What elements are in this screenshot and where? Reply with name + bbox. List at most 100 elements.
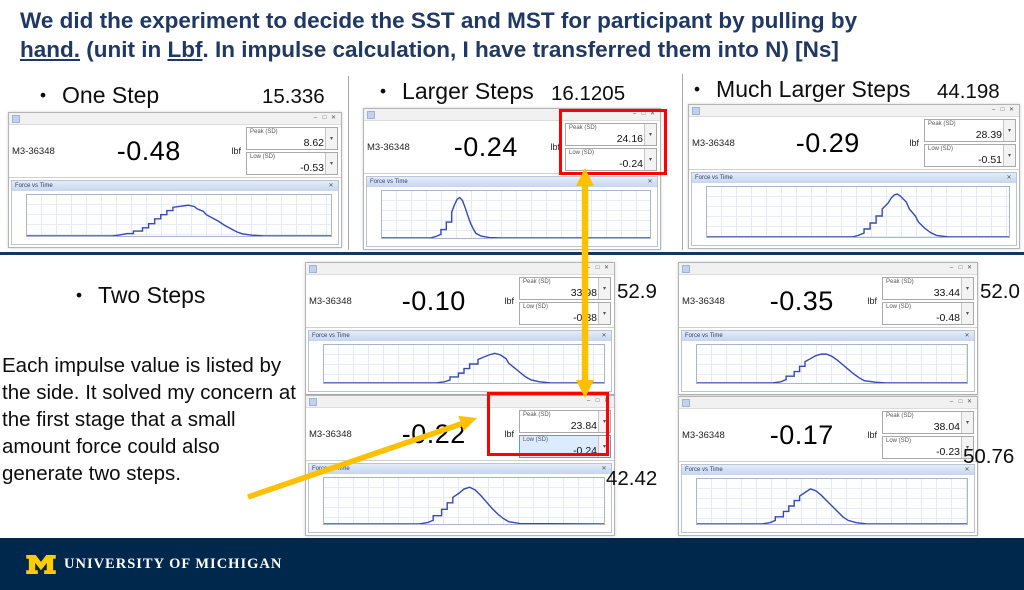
- window-titlebar: – □ ✕: [679, 397, 977, 409]
- window-maximize-icon[interactable]: □: [595, 265, 600, 271]
- peak-stat-value: 23.84: [570, 420, 597, 432]
- dropdown-caret-icon[interactable]: ▾: [961, 278, 973, 299]
- app-icon: [367, 110, 375, 119]
- app-icon: [309, 397, 317, 406]
- stats-column: Peak (SD) 8.62 ▾ Low (SD) -0.53 ▾: [246, 127, 338, 175]
- impulse-value-much-larger-steps: 44.198: [937, 80, 1000, 103]
- dropdown-caret-icon[interactable]: ▾: [1003, 145, 1015, 166]
- peak-stat-value: 24.16: [616, 133, 643, 145]
- peak-stat-label: Peak (SD): [523, 412, 551, 418]
- force-reading-value: -0.35: [769, 285, 834, 316]
- low-stat-box[interactable]: Low (SD) -0.24 ▾: [565, 148, 657, 171]
- window-maximize-icon[interactable]: □: [958, 265, 963, 271]
- window-maximize-icon[interactable]: □: [1000, 107, 1005, 113]
- low-stat-box[interactable]: Low (SD) -0.53 ▾: [246, 152, 338, 175]
- stats-column: Peak (SD) 24.16 ▾ Low (SD) -0.24 ▾: [565, 123, 657, 171]
- chart-titlebar: Force vs Time ✕: [682, 465, 974, 475]
- window-minimize-icon[interactable]: –: [586, 398, 591, 404]
- window-minimize-icon[interactable]: –: [949, 265, 954, 271]
- dropdown-caret-icon[interactable]: ▾: [325, 128, 337, 149]
- low-stat-box[interactable]: Low (SD) -0.38 ▾: [519, 302, 611, 325]
- chart-titlebar: Force vs Time ✕: [682, 331, 974, 341]
- um-block-m-logo: [26, 554, 56, 574]
- title-line-2: hand. (unit in Lbf. In impulse calculati…: [20, 35, 1015, 64]
- dropdown-caret-icon[interactable]: ▾: [644, 149, 656, 170]
- dropdown-caret-icon[interactable]: ▾: [644, 124, 656, 145]
- window-maximize-icon[interactable]: □: [958, 399, 963, 405]
- window-minimize-icon[interactable]: –: [632, 111, 637, 117]
- window-close-icon[interactable]: ✕: [330, 115, 337, 121]
- window-close-icon[interactable]: ✕: [649, 111, 656, 117]
- window-close-icon[interactable]: ✕: [603, 265, 610, 271]
- low-stat-box[interactable]: Low (SD) -0.24 ▾: [519, 435, 611, 458]
- window-titlebar: – □ ✕: [689, 105, 1019, 117]
- peak-stat-box[interactable]: Peak (SD) 28.39 ▾: [924, 119, 1016, 142]
- chart-window: Force vs Time ✕: [691, 172, 1017, 246]
- dropdown-caret-icon[interactable]: ▾: [961, 437, 973, 458]
- window-close-icon[interactable]: ✕: [601, 465, 607, 472]
- reading-panel: M3-36348 -0.35 lbf Peak (SD) 33.44 ▾ Low…: [679, 275, 977, 328]
- peak-stat-box[interactable]: Peak (SD) 33.44 ▾: [882, 277, 974, 300]
- window-close-icon[interactable]: ✕: [647, 178, 653, 185]
- one-step-label: One Step: [62, 82, 160, 108]
- low-stat-value: -0.24: [619, 158, 643, 170]
- unit-label: lbf: [550, 142, 560, 152]
- reading-panel: M3-36348 -0.29 lbf Peak (SD) 28.39 ▾ Low…: [689, 117, 1019, 170]
- impulse-value-two-steps-c: 52.0: [980, 280, 1020, 303]
- footer-bar: UNIVERSITY OF MICHIGAN: [0, 538, 1024, 590]
- low-stat-box[interactable]: Low (SD) -0.48 ▾: [882, 302, 974, 325]
- window-minimize-icon[interactable]: –: [991, 107, 996, 113]
- peak-stat-label: Peak (SD): [886, 413, 914, 419]
- force-time-curve: [707, 187, 1009, 237]
- app-icon: [12, 114, 20, 123]
- window-minimize-icon[interactable]: –: [949, 399, 954, 405]
- window-minimize-icon[interactable]: –: [313, 115, 318, 121]
- peak-stat-box[interactable]: Peak (SD) 24.16 ▾: [565, 123, 657, 146]
- device-id-label: M3-36348: [682, 429, 725, 441]
- window-maximize-icon[interactable]: □: [322, 115, 327, 121]
- chart-titlebar: Force vs Time ✕: [12, 181, 338, 191]
- low-stat-box[interactable]: Low (SD) -0.51 ▾: [924, 144, 1016, 167]
- gauge-window-two-steps-c: – □ ✕ M3-36348 -0.35 lbf Peak (SD) 33.44…: [678, 262, 978, 395]
- bullet-icon: •: [694, 79, 701, 99]
- dropdown-caret-icon[interactable]: ▾: [598, 278, 610, 299]
- window-maximize-icon[interactable]: □: [641, 111, 646, 117]
- low-stat-label: Low (SD): [523, 437, 549, 443]
- chart-titlebar: Force vs Time ✕: [309, 331, 611, 341]
- window-minimize-icon[interactable]: –: [586, 265, 591, 271]
- force-reading-value: -0.17: [769, 419, 834, 450]
- peak-stat-value: 33.44: [933, 287, 960, 299]
- force-time-curve: [27, 195, 331, 236]
- window-maximize-icon[interactable]: □: [595, 398, 600, 404]
- window-close-icon[interactable]: ✕: [601, 332, 607, 339]
- dropdown-caret-icon[interactable]: ▾: [325, 153, 337, 174]
- window-close-icon[interactable]: ✕: [1008, 107, 1015, 113]
- low-stat-value: -0.24: [573, 445, 597, 457]
- dropdown-caret-icon[interactable]: ▾: [961, 303, 973, 324]
- window-close-icon[interactable]: ✕: [966, 399, 973, 405]
- peak-stat-box[interactable]: Peak (SD) 8.62 ▾: [246, 127, 338, 150]
- impulse-value-one-step: 15.336: [262, 85, 325, 108]
- title-line-1: We did the experiment to decide the SST …: [20, 8, 858, 33]
- dropdown-caret-icon[interactable]: ▾: [598, 303, 610, 324]
- window-close-icon[interactable]: ✕: [1006, 174, 1012, 181]
- window-close-icon[interactable]: ✕: [964, 466, 970, 473]
- window-close-icon[interactable]: ✕: [964, 332, 970, 339]
- reading-panel: M3-36348 -0.48 lbf Peak (SD) 8.62 ▾ Low …: [9, 125, 341, 178]
- low-stat-box[interactable]: Low (SD) -0.23 ▾: [882, 436, 974, 459]
- chart-title: Force vs Time: [685, 333, 723, 339]
- window-titlebar: – □ ✕: [364, 109, 660, 121]
- title-word-lbf: Lbf: [167, 37, 203, 62]
- app-icon: [682, 264, 690, 273]
- dropdown-caret-icon[interactable]: ▾: [961, 412, 973, 433]
- dropdown-caret-icon[interactable]: ▾: [1003, 120, 1015, 141]
- peak-stat-box[interactable]: Peak (SD) 38.04 ▾: [882, 411, 974, 434]
- window-close-icon[interactable]: ✕: [966, 265, 973, 271]
- chart-plot-area: [367, 187, 657, 246]
- low-stat-label: Low (SD): [886, 304, 912, 310]
- red-highlight-box-bottom: [487, 392, 609, 456]
- window-close-icon[interactable]: ✕: [328, 182, 334, 189]
- chart-title: Force vs Time: [695, 175, 733, 181]
- peak-stat-box[interactable]: Peak (SD) 33.98 ▾: [519, 277, 611, 300]
